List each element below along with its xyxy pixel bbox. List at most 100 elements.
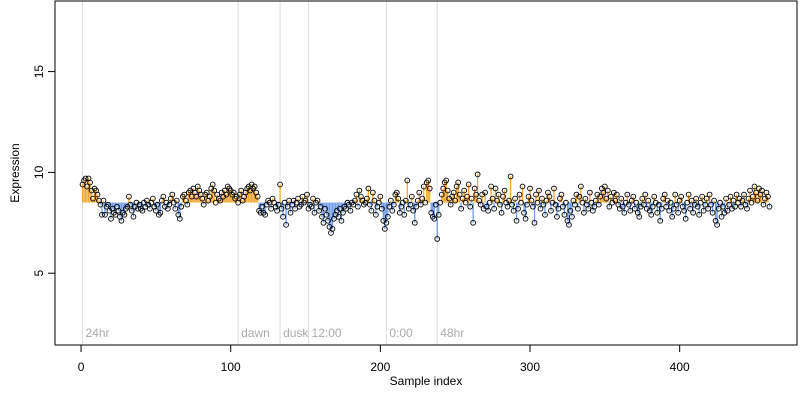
point [684, 199, 691, 206]
point [750, 193, 756, 200]
point [443, 177, 450, 184]
point [730, 197, 737, 204]
point [766, 203, 773, 210]
point [169, 191, 176, 198]
point [525, 193, 532, 200]
point [452, 197, 459, 204]
point [422, 199, 429, 206]
point [486, 199, 493, 206]
point [381, 226, 388, 232]
point [127, 201, 134, 208]
point [717, 199, 723, 206]
point [295, 195, 301, 202]
point [687, 205, 693, 212]
point [284, 203, 291, 210]
point [278, 205, 285, 212]
point [413, 203, 420, 210]
point [655, 201, 662, 208]
point [97, 201, 104, 208]
point [688, 197, 695, 204]
point [543, 197, 550, 204]
point [726, 201, 732, 208]
point [596, 201, 602, 208]
point [223, 191, 230, 198]
point [364, 195, 370, 202]
point [640, 201, 647, 208]
point [528, 197, 535, 204]
point [426, 185, 433, 192]
point [217, 197, 224, 204]
point [645, 197, 652, 204]
point [211, 187, 218, 194]
point [455, 179, 462, 186]
point [257, 209, 264, 216]
point [130, 213, 137, 220]
point [302, 197, 309, 204]
point [355, 203, 361, 210]
point [524, 201, 530, 208]
point [578, 183, 584, 190]
point [561, 211, 568, 218]
point [625, 201, 632, 208]
point [390, 201, 397, 208]
point [530, 203, 536, 210]
point [485, 207, 491, 214]
point [618, 195, 625, 202]
point [411, 219, 418, 226]
point [576, 193, 583, 200]
point [633, 199, 640, 206]
point [593, 197, 599, 204]
point [489, 195, 496, 202]
point [639, 195, 646, 202]
point [518, 199, 524, 206]
point [373, 211, 379, 218]
x-tick-label: 400 [670, 360, 690, 374]
point [275, 201, 282, 208]
point [575, 205, 581, 212]
point [488, 183, 494, 190]
point [693, 195, 699, 202]
point [343, 205, 349, 212]
point [519, 183, 526, 190]
point [417, 201, 424, 208]
point [368, 207, 375, 214]
point [329, 226, 336, 232]
point [274, 207, 280, 214]
point [666, 207, 673, 214]
point [166, 201, 173, 208]
point [172, 205, 179, 212]
point [513, 217, 520, 224]
point [139, 207, 146, 214]
point [157, 209, 164, 216]
y-tick-label: 15 [32, 65, 46, 79]
point [477, 201, 484, 208]
point [700, 207, 707, 214]
point [747, 187, 753, 194]
point [299, 193, 306, 200]
point [482, 189, 488, 196]
point [724, 207, 731, 214]
point [500, 193, 506, 200]
point [630, 193, 637, 200]
point [337, 205, 343, 212]
point [654, 209, 661, 216]
point [696, 211, 702, 218]
point [325, 217, 331, 224]
point [678, 193, 685, 200]
marker-label: 0:00 [389, 326, 413, 340]
point [90, 195, 96, 202]
point [471, 185, 478, 192]
point [759, 187, 765, 194]
point [521, 209, 527, 216]
point [365, 185, 372, 192]
point [555, 205, 562, 212]
point [450, 189, 457, 196]
point [495, 191, 502, 198]
point [588, 199, 595, 206]
point [459, 195, 466, 202]
point [235, 199, 242, 206]
y-axis-label: Expression [8, 143, 22, 202]
point [456, 191, 463, 198]
point [283, 221, 289, 228]
point [212, 199, 219, 206]
